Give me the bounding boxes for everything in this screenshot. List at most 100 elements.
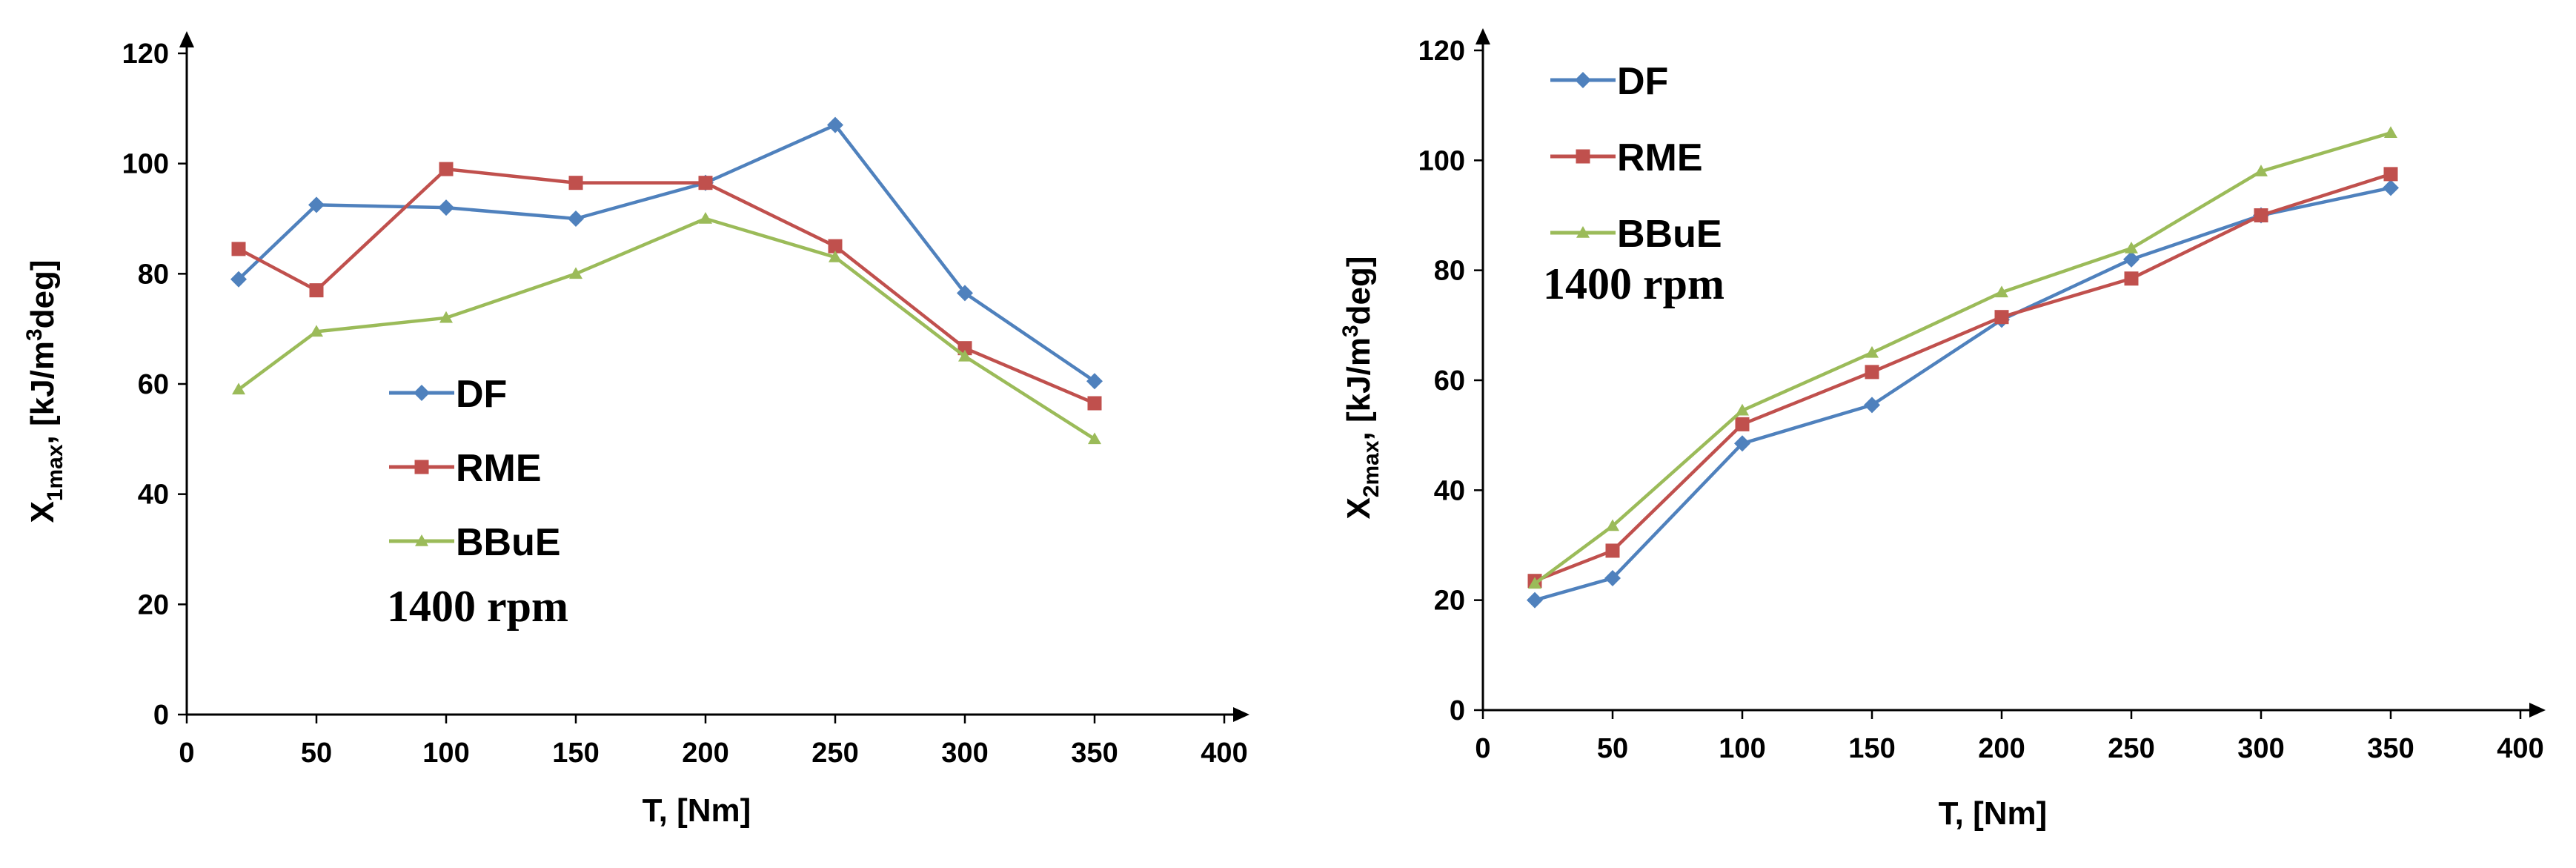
y-tick-label: 80	[138, 259, 169, 290]
x-tick-label: 250	[2108, 733, 2154, 764]
legend-label: DF	[1617, 60, 1668, 103]
data-point-df	[1086, 373, 1103, 390]
x-tick-label: 350	[1071, 738, 1118, 769]
data-point-df	[2123, 251, 2140, 268]
data-point-rme	[1865, 365, 1879, 380]
data-point-bbue	[958, 349, 972, 362]
x-tick-label: 200	[1978, 733, 2025, 764]
data-point-bbue	[1088, 432, 1101, 445]
x-tick-label: 0	[1475, 733, 1490, 764]
legend-swatch-marker	[415, 534, 428, 546]
y-axis-title: X2max, [kJ/m3deg]	[1338, 256, 1384, 519]
x-tick-label: 150	[552, 738, 599, 769]
y-axis-title-unit: , [kJ/m	[24, 341, 61, 444]
data-point-rme	[698, 176, 713, 191]
legend-item-rme: RME	[389, 447, 542, 490]
y-axis-title-subscript: 1max	[43, 444, 67, 501]
data-point-df	[1527, 592, 1543, 609]
data-point-bbue	[1995, 285, 2008, 298]
data-point-bbue	[439, 311, 453, 323]
legend-swatch-marker	[1575, 72, 1591, 88]
y-axis-title-base: X	[1341, 497, 1377, 519]
data-point-bbue	[232, 382, 245, 395]
x-tick-label: 200	[682, 738, 728, 769]
x-axis-title: T, [Nm]	[1939, 795, 2048, 832]
x-tick-label: 300	[2237, 733, 2284, 764]
legend-label: RME	[456, 447, 542, 490]
y-axis-title-superscript: 3	[1338, 325, 1363, 337]
chart-right: 0 50 100 150 200 250 300 350 400 0 20 40 60 80 100 120 T…	[1338, 28, 2546, 832]
x-tick-label: 100	[1719, 733, 1765, 764]
data-point-df	[1604, 570, 1621, 586]
y-axis-arrowhead	[179, 31, 194, 47]
data-point-bbue	[310, 325, 323, 337]
data-point-bbue	[1528, 577, 1541, 589]
y-tick-label: 100	[1418, 145, 1465, 176]
data-point-df	[1864, 397, 1880, 414]
legend-swatch-marker	[1576, 149, 1590, 164]
x-tick-label: 300	[941, 738, 988, 769]
y-tick-label: 80	[1434, 256, 1465, 287]
x-tick-label: 50	[1597, 733, 1628, 764]
y-tick-label: 120	[1418, 36, 1465, 67]
data-point-bbue	[1865, 345, 1879, 358]
data-point-df	[827, 116, 843, 133]
series-line-df	[1534, 186, 2391, 602]
legend-label: RME	[1617, 136, 1703, 179]
y-tick-label: 100	[122, 149, 169, 180]
y-axis-arrowhead	[1475, 28, 1490, 44]
legend-label: BBuE	[1617, 213, 1722, 256]
data-point-rme	[1735, 417, 1750, 431]
x-axis-arrowhead	[2529, 703, 2546, 718]
x-tick-label: 50	[301, 738, 332, 769]
data-point-bbue	[2384, 126, 2397, 138]
legend-item-df: DF	[1550, 60, 1668, 103]
data-point-rme	[231, 242, 246, 256]
legend-item-df: DF	[389, 373, 507, 416]
data-point-rme	[1087, 396, 1102, 411]
data-point-df	[308, 196, 325, 213]
data-point-rme	[309, 283, 324, 298]
data-point-bbue	[569, 267, 582, 279]
y-tick-label: 40	[1434, 475, 1465, 506]
y-axis-title-superscript: 3	[22, 328, 47, 341]
legend-item-bbue: BBuE	[1550, 213, 1722, 256]
series-bbue	[1528, 126, 2397, 589]
y-axis-title-subscript: 2max	[1359, 440, 1384, 497]
data-point-rme	[1605, 543, 1620, 558]
y-tick-label: 20	[1434, 586, 1465, 617]
legend-swatch-marker	[1576, 226, 1590, 238]
y-axis-title-base: X	[24, 501, 61, 523]
legend-item-rme: RME	[1550, 136, 1703, 179]
data-point-rme	[1994, 310, 2009, 325]
series-line-rme	[237, 167, 1095, 405]
data-point-rme	[2124, 271, 2139, 286]
data-point-rme	[439, 162, 454, 176]
data-point-df	[230, 271, 247, 288]
data-point-rme	[828, 239, 843, 254]
series-bbue	[232, 212, 1101, 445]
y-axis-title-end: deg]	[24, 259, 61, 328]
x-tick-label: 400	[1201, 738, 1247, 769]
series-line-df	[237, 123, 1096, 383]
data-point-bbue	[1606, 519, 1619, 531]
y-tick-label: 40	[138, 480, 169, 511]
data-point-bbue	[2254, 165, 2268, 176]
data-point-bbue	[829, 251, 842, 262]
annotation-rpm: 1400 rpm	[1543, 259, 1724, 308]
legend-swatch-marker	[414, 385, 430, 401]
x-axis-arrowhead	[1233, 707, 1249, 722]
series-line-bbue	[1533, 131, 2391, 586]
legend-item-bbue: BBuE	[389, 521, 561, 564]
x-tick-label: 0	[179, 738, 194, 769]
data-point-bbue	[2125, 242, 2138, 254]
series-rme	[231, 162, 1102, 411]
data-point-df	[957, 285, 973, 302]
x-axis-title: T, [Nm]	[643, 792, 751, 829]
y-tick-label: 60	[1434, 365, 1465, 397]
legend-label: DF	[456, 373, 507, 416]
data-point-rme	[568, 176, 583, 191]
x-tick-label: 400	[2497, 733, 2543, 764]
y-axis-title-end: deg]	[1341, 256, 1377, 325]
data-point-rme	[2254, 208, 2268, 222]
